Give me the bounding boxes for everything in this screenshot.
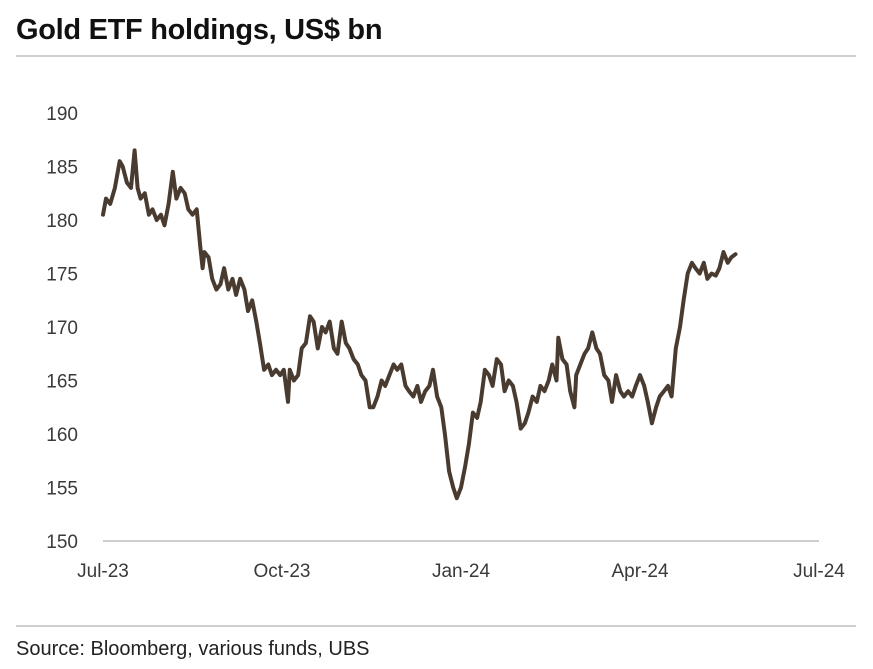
x-axis: Jul-23 Oct-23 Jan-24 Apr-24 Jul-24	[77, 561, 845, 582]
source-note: Source: Bloomberg, various funds, UBS	[16, 638, 370, 660]
x-tick-label: Apr-24	[611, 561, 668, 582]
x-tick-label: Jul-24	[793, 561, 845, 582]
y-tick-label: 190	[46, 104, 78, 125]
x-tick-label: Jan-24	[432, 561, 491, 582]
series-layer	[101, 148, 738, 501]
y-tick-label: 180	[46, 211, 78, 232]
y-tick-label: 175	[46, 265, 78, 286]
x-tick-label: Jul-23	[77, 561, 129, 582]
y-tick-label: 160	[46, 425, 78, 446]
y-axis: 150 155 160 165 170 175 180 185 190	[46, 104, 78, 553]
y-tick-label: 165	[46, 372, 78, 393]
x-tick-label: Oct-23	[253, 561, 310, 582]
y-tick-label: 185	[46, 158, 78, 179]
y-tick-label: 170	[46, 318, 78, 339]
source-divider	[16, 625, 856, 627]
y-tick-label: 150	[46, 532, 78, 553]
chart-title: Gold ETF holdings, US$ bn	[16, 14, 383, 46]
y-tick-label: 155	[46, 479, 78, 500]
title-divider	[16, 55, 856, 57]
series-line	[101, 148, 738, 501]
